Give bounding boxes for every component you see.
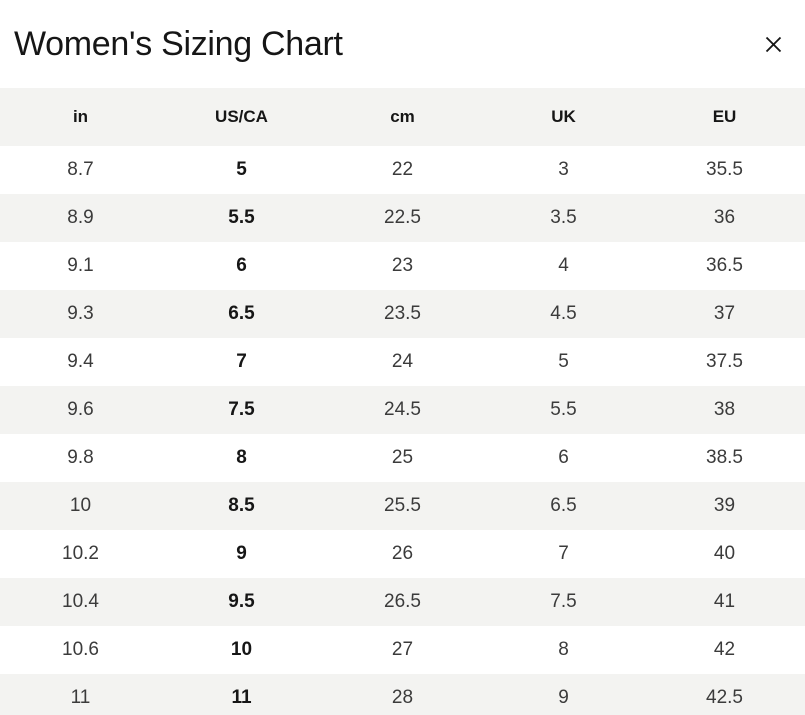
cell-eu: 37 — [713, 303, 736, 324]
table-header-row: in US/CA cm UK EU — [0, 88, 805, 146]
cell-in: 9.4 — [67, 351, 94, 372]
page-title: Women's Sizing Chart — [14, 24, 343, 63]
cell-cm: 26 — [391, 543, 414, 564]
table-row: 10 8.5 25.5 6.5 39 — [0, 482, 805, 530]
modal-header: Women's Sizing Chart — [0, 0, 805, 88]
cell-uk: 7.5 — [550, 591, 577, 612]
cell-uk: 9 — [558, 687, 569, 708]
cell-uk: 7 — [558, 543, 569, 564]
cell-uk: 8 — [558, 639, 569, 660]
column-header-cm: cm — [390, 107, 415, 126]
cell-usca: 6 — [236, 255, 247, 276]
cell-in: 9.1 — [67, 255, 94, 276]
cell-cm: 23 — [391, 255, 414, 276]
cell-eu: 38 — [713, 399, 736, 420]
cell-usca: 5 — [236, 159, 247, 180]
table-body: 8.7 5 22 3 35.5 8.9 5.5 22.5 3.5 36 9.1 6 23 4 36.5 9.3… — [0, 146, 805, 715]
cell-usca: 11 — [231, 687, 252, 708]
cell-eu: 36 — [713, 207, 736, 228]
cell-uk: 4 — [558, 255, 569, 276]
cell-cm: 22.5 — [384, 207, 421, 228]
cell-cm: 28 — [391, 687, 414, 708]
cell-eu: 36.5 — [706, 255, 743, 276]
cell-usca: 10 — [230, 639, 253, 660]
table-row: 9.6 7.5 24.5 5.5 38 — [0, 386, 805, 434]
cell-eu: 38.5 — [706, 447, 743, 468]
cell-cm: 26.5 — [384, 591, 421, 612]
cell-uk: 3.5 — [550, 207, 577, 228]
cell-in: 10.4 — [62, 591, 99, 612]
table-row: 8.9 5.5 22.5 3.5 36 — [0, 194, 805, 242]
cell-usca: 5.5 — [228, 207, 255, 228]
close-icon — [764, 35, 783, 54]
cell-uk: 5.5 — [550, 399, 577, 420]
cell-eu: 42 — [713, 639, 736, 660]
cell-usca: 6.5 — [228, 303, 255, 324]
cell-eu: 35.5 — [706, 159, 743, 180]
table-row: 9.1 6 23 4 36.5 — [0, 242, 805, 290]
table-row: 9.8 8 25 6 38.5 — [0, 434, 805, 482]
table-row: 10.4 9.5 26.5 7.5 41 — [0, 578, 805, 626]
cell-in: 9.3 — [67, 303, 94, 324]
cell-in: 10.6 — [62, 639, 99, 660]
column-header-usca: US/CA — [215, 107, 268, 126]
cell-in: 9.6 — [67, 399, 94, 420]
cell-usca: 9 — [236, 543, 247, 564]
cell-usca: 8 — [236, 447, 247, 468]
cell-uk: 4.5 — [550, 303, 577, 324]
sizing-table: in US/CA cm UK EU 8.7 5 22 3 35.5 8.9 5.5 22.5 3… — [0, 88, 805, 715]
cell-in: 11 — [70, 687, 91, 708]
cell-cm: 24 — [391, 351, 414, 372]
table-row: 9.4 7 24 5 37.5 — [0, 338, 805, 386]
cell-eu: 41 — [713, 591, 736, 612]
cell-usca: 7.5 — [228, 399, 255, 420]
cell-cm: 25 — [391, 447, 414, 468]
cell-in: 8.7 — [67, 159, 94, 180]
cell-usca: 8.5 — [228, 495, 255, 516]
cell-usca: 7 — [236, 351, 247, 372]
cell-in: 10.2 — [62, 543, 99, 564]
table-row: 11 11 28 9 42.5 — [0, 674, 805, 715]
table-row: 8.7 5 22 3 35.5 — [0, 146, 805, 194]
cell-cm: 22 — [391, 159, 414, 180]
cell-cm: 27 — [391, 639, 414, 660]
cell-cm: 24.5 — [384, 399, 421, 420]
table-row: 10.6 10 27 8 42 — [0, 626, 805, 674]
column-header-in: in — [72, 107, 89, 126]
column-header-eu: EU — [712, 107, 737, 126]
cell-usca: 9.5 — [228, 591, 255, 612]
cell-in: 10 — [69, 495, 92, 516]
cell-in: 9.8 — [67, 447, 94, 468]
cell-uk: 6 — [558, 447, 569, 468]
cell-eu: 39 — [713, 495, 736, 516]
cell-in: 8.9 — [67, 207, 94, 228]
table-row: 10.2 9 26 7 40 — [0, 530, 805, 578]
cell-uk: 6.5 — [550, 495, 577, 516]
cell-eu: 42.5 — [706, 687, 743, 708]
cell-cm: 23.5 — [384, 303, 421, 324]
cell-eu: 40 — [713, 543, 736, 564]
cell-uk: 3 — [558, 159, 569, 180]
close-button[interactable] — [760, 31, 787, 58]
cell-uk: 5 — [558, 351, 569, 372]
cell-eu: 37.5 — [706, 351, 743, 372]
cell-cm: 25.5 — [384, 495, 421, 516]
column-header-uk: UK — [551, 107, 576, 126]
table-row: 9.3 6.5 23.5 4.5 37 — [0, 290, 805, 338]
